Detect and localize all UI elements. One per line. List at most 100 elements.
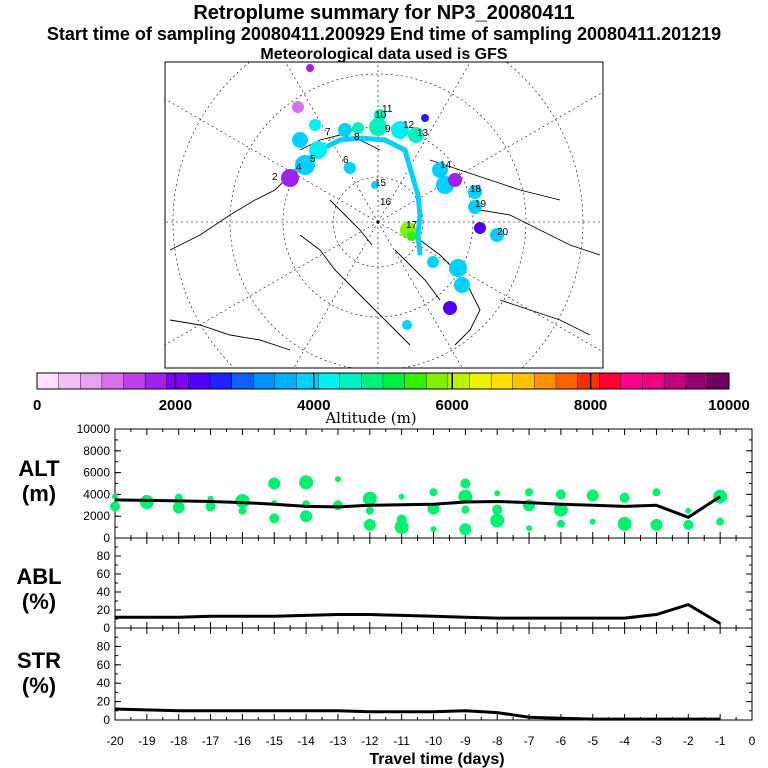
- abl-panel-label: ABL: [16, 564, 61, 589]
- map-day-label: 12: [403, 120, 415, 131]
- colorbar-swatch: [663, 372, 687, 390]
- colorbar-tick-label: 8000: [574, 397, 607, 414]
- colorbar-tick-label: 0: [33, 397, 41, 414]
- map-day-label: 19: [475, 199, 487, 210]
- x-tick-label: -16: [234, 734, 252, 748]
- altitude-scatter-point: [363, 518, 376, 531]
- altitude-scatter-point: [492, 504, 503, 515]
- altitude-scatter-point: [458, 489, 473, 504]
- altitude-scatter-point: [652, 488, 661, 497]
- meridian-line: [165, 98, 379, 223]
- trajectory-point: [352, 122, 364, 134]
- trajectory-point: [407, 231, 417, 241]
- x-tick-label: 0: [749, 734, 756, 748]
- map-day-label: 16: [380, 197, 392, 208]
- time-series-panels: 0 2000 4000 6000 8000 10000 0 20 40 60 80 0 20 40 60 80…: [77, 422, 756, 748]
- y-tick-label: 0: [103, 531, 110, 545]
- altitude-scatter-point: [553, 502, 568, 517]
- altitude-scatter-point: [269, 513, 280, 524]
- colorbar-swatch: [707, 372, 730, 390]
- map-day-label: 18: [470, 184, 482, 195]
- colorbar-swatch: [404, 372, 427, 390]
- colorbar-swatch: [599, 372, 622, 390]
- colorbar-swatch: [382, 372, 406, 390]
- altitude-scatter-point: [556, 519, 565, 528]
- trajectory-point: [449, 259, 467, 277]
- colorbar-swatch: [144, 372, 168, 390]
- y-tick-label: 20: [97, 603, 111, 617]
- x-tick-label: -13: [329, 734, 347, 748]
- chart-title: Retroplume summary for NP3_20080411: [193, 2, 575, 24]
- altitude-scatter-point: [235, 493, 250, 508]
- colorbar-swatch: [101, 372, 124, 390]
- colorbar-frame: [36, 372, 730, 390]
- altitude-scatter-point: [299, 475, 314, 490]
- meridian-line: [377, 221, 603, 353]
- colorbar-swatch: [188, 372, 211, 390]
- colorbar-swatch: [253, 372, 276, 390]
- altitude-scatter-point: [619, 492, 630, 503]
- altitude-scatter-point: [461, 505, 470, 514]
- map-day-label: 14: [440, 160, 452, 171]
- altitude-colorbar: 0 2000 4000 6000 8000 10000: [33, 372, 750, 414]
- trajectory-point: [432, 162, 448, 178]
- colorbar-swatch: [620, 372, 643, 390]
- trajectory-point: [391, 121, 409, 139]
- x-tick-label: -14: [297, 734, 315, 748]
- map-day-label: 5: [310, 154, 316, 165]
- altitude-scatter-point: [394, 520, 409, 535]
- altitude-scatter-point: [300, 510, 313, 523]
- trajectory-point: [292, 132, 308, 148]
- colorbar-swatch: [555, 372, 579, 390]
- panel-frame: [114, 537, 753, 629]
- alt-panel-unit: (m): [22, 481, 56, 506]
- x-tick-label: -15: [266, 734, 284, 748]
- trajectory-point: [309, 141, 327, 159]
- meridian-line: [377, 62, 471, 223]
- map-day-label: 2: [272, 172, 278, 183]
- map-day-label: 7: [325, 127, 331, 138]
- str-panel-label: STR: [17, 648, 61, 673]
- meridian-line: [285, 62, 379, 223]
- y-tick-label: 20: [97, 695, 111, 709]
- colorbar-swatch: [469, 372, 492, 390]
- colorbar-tick-label: 4000: [297, 397, 330, 414]
- trajectory-point: [281, 169, 299, 187]
- met-data-label: Meteorological data used is GFS: [260, 46, 508, 63]
- trajectory-point: [374, 109, 386, 121]
- trajectory-point: [408, 127, 424, 143]
- altitude-scatter-point: [398, 493, 405, 500]
- altitude-scatter-point: [555, 489, 566, 500]
- altitude-scatter-point: [365, 506, 374, 515]
- x-tick-label: -20: [106, 734, 124, 748]
- x-tick-label: -5: [587, 734, 598, 748]
- x-axis-label: Travel time (days): [369, 751, 504, 768]
- trajectory-point: [292, 101, 304, 113]
- colorbar-swatch: [274, 372, 297, 390]
- trajectory-point: [427, 256, 439, 268]
- colorbar-label: Altitude (m): [324, 409, 416, 427]
- altitude-scatter-point: [650, 518, 663, 531]
- altitude-scatter-point: [205, 501, 216, 512]
- map-day-label: 11: [382, 104, 393, 115]
- colorbar-swatch: [685, 372, 708, 390]
- colorbar-swatch: [166, 372, 189, 390]
- trajectory-point: [443, 301, 457, 315]
- colorbar-swatch: [577, 372, 600, 390]
- y-tick-label: 4000: [83, 487, 110, 501]
- y-tick-label: 80: [97, 639, 111, 653]
- altitude-scatter-point: [112, 493, 118, 500]
- trajectory-point: [474, 222, 486, 234]
- map-day-label: 20: [497, 227, 509, 238]
- colorbar-swatch: [80, 372, 103, 390]
- colorbar-swatch: [209, 372, 233, 390]
- colorbar-swatch: [642, 372, 665, 390]
- coastline: [499, 299, 591, 336]
- meridian-line: [293, 221, 379, 368]
- altitude-scatter-point: [460, 478, 471, 489]
- altitude-scatter-point: [459, 523, 472, 536]
- alt-panel-label: ALT: [18, 456, 60, 481]
- map-day-label: 10: [375, 110, 387, 121]
- x-tick-label: -2: [683, 734, 694, 748]
